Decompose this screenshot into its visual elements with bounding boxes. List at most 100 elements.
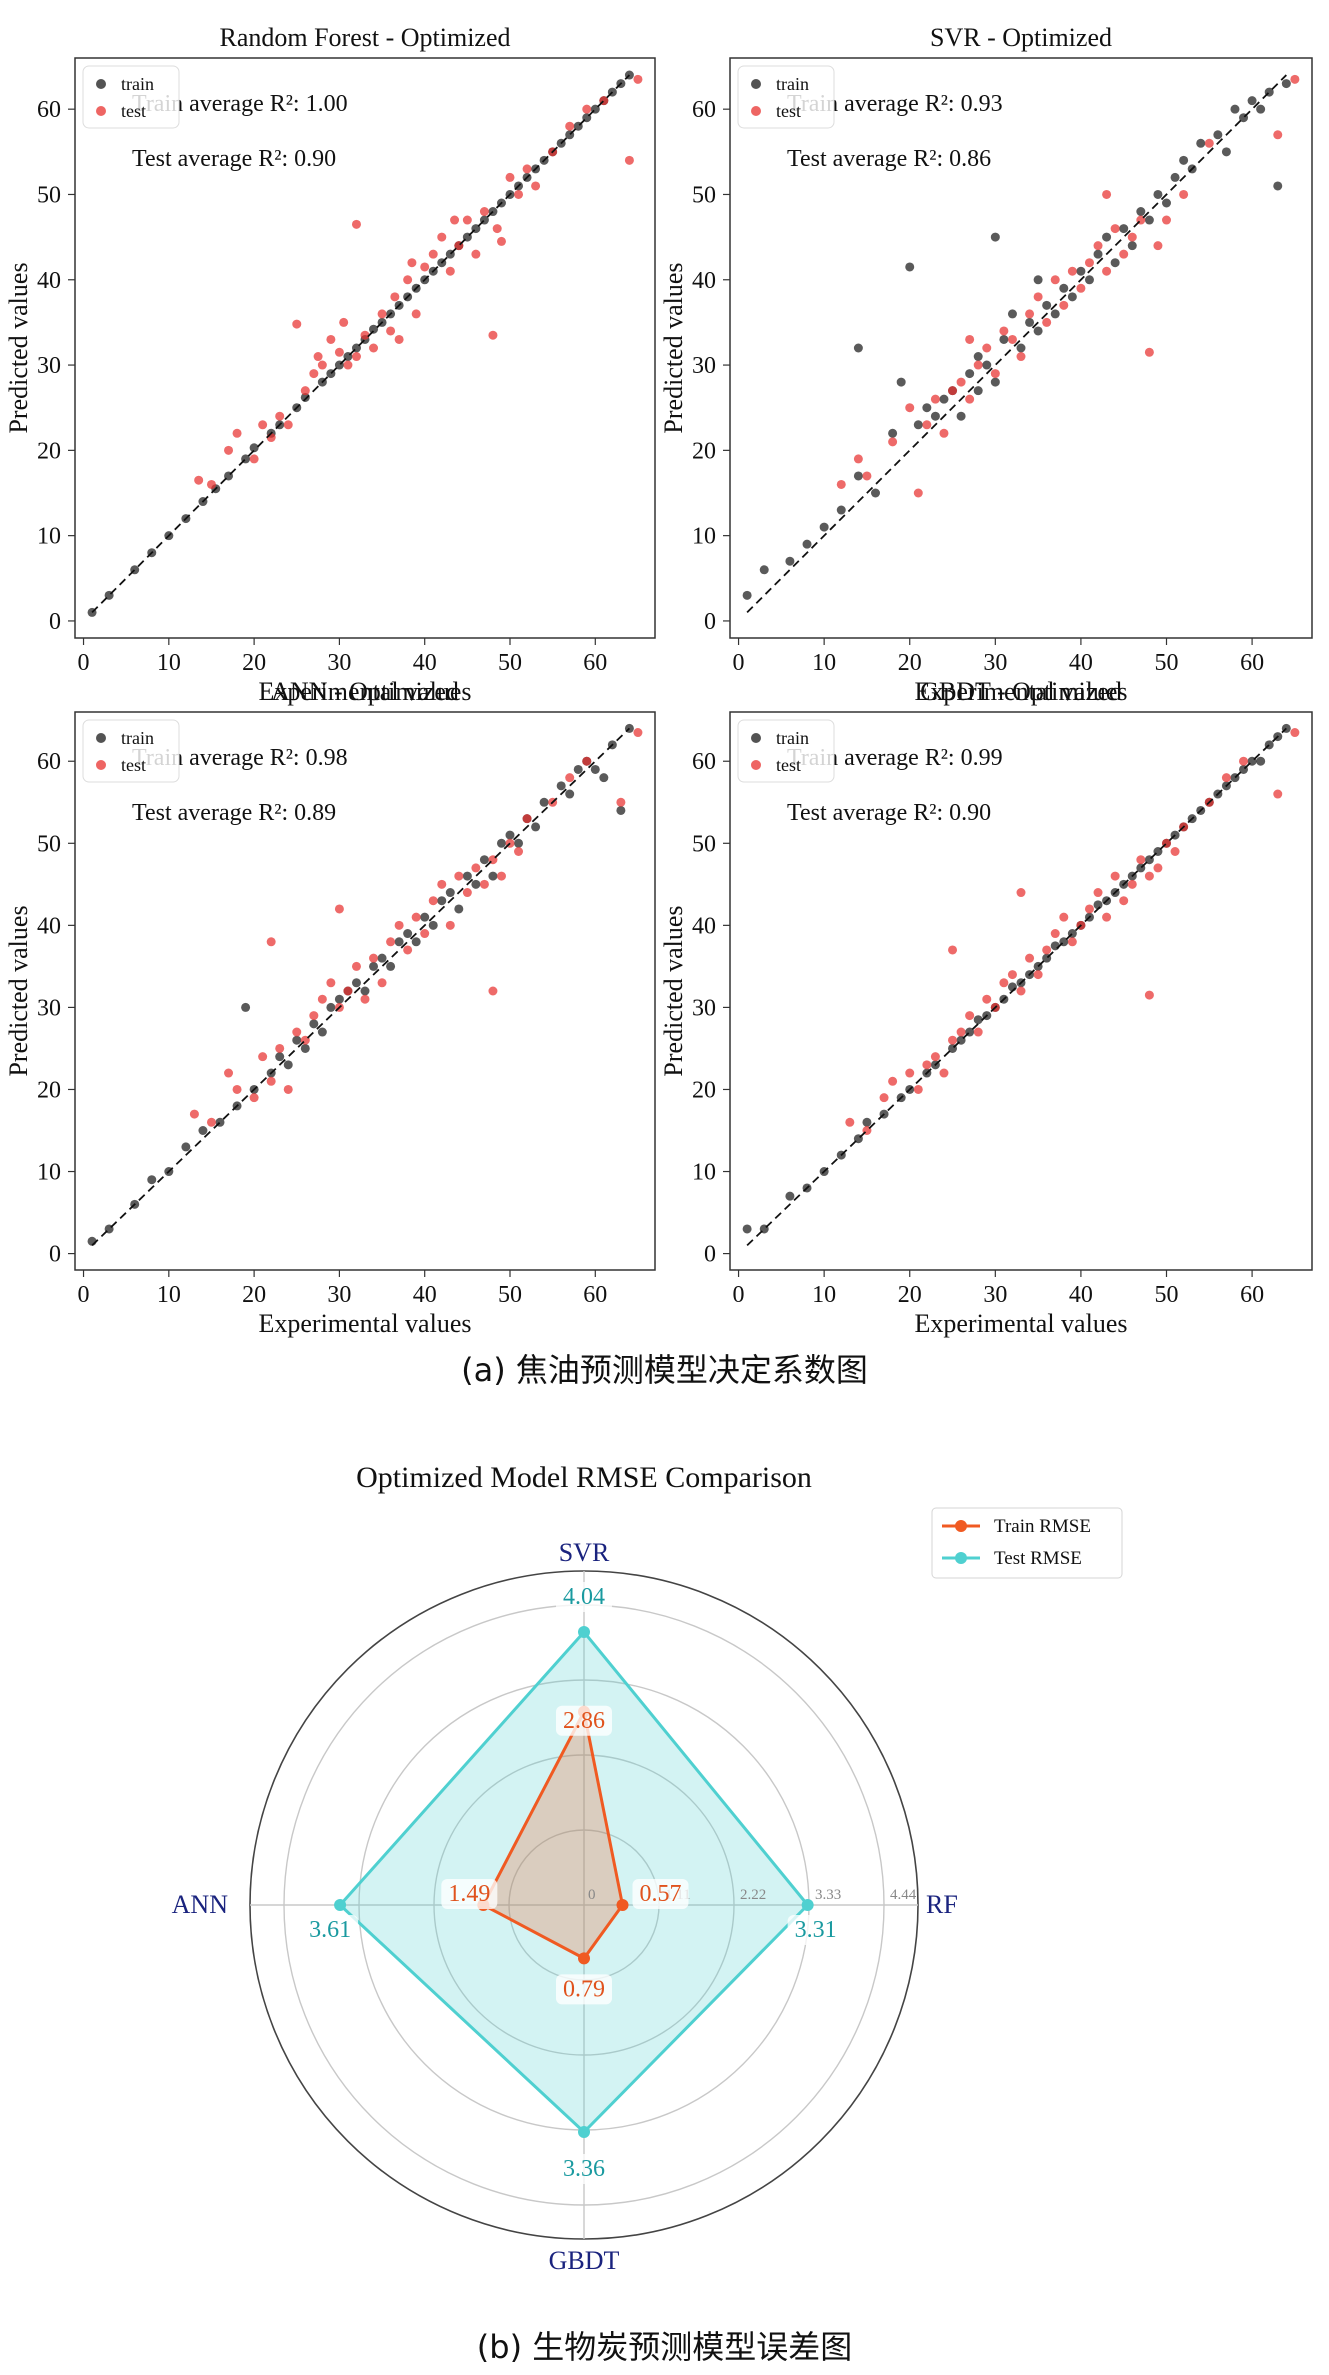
train-point: [505, 830, 515, 840]
radial-tick-label: 2.22: [740, 1887, 766, 1903]
scatter-panel-2: SVR - Optimized 0 10 20 30 40 50 60 0 10 20 30 40 50 6…: [659, 23, 1313, 706]
value-label-bg: [441, 1879, 498, 1909]
y-axis-label: Predicted values: [4, 262, 33, 433]
x-tick-label: 40: [1069, 1282, 1093, 1308]
test-point: [488, 986, 498, 996]
train-point: [930, 411, 940, 421]
test-point: [437, 232, 447, 242]
legend-box: [82, 719, 180, 783]
train-point: [965, 369, 975, 379]
test-point: [420, 929, 430, 939]
y-tick-label: 40: [692, 268, 716, 294]
value-label: 3.61: [309, 1917, 351, 1943]
y-tick-label: 60: [692, 749, 716, 775]
legend-train-label: train: [121, 728, 154, 748]
train-point: [147, 1175, 157, 1185]
train-point: [411, 937, 421, 947]
x-tick-label: 0: [733, 650, 745, 676]
test-point: [531, 181, 541, 191]
value-label: 1.49: [448, 1881, 490, 1907]
test-point: [437, 879, 447, 889]
test-point: [1153, 863, 1163, 873]
y-tick-label: 10: [692, 1160, 716, 1186]
test-point: [999, 326, 1009, 336]
test-point: [326, 978, 336, 988]
test-point: [1102, 912, 1112, 922]
test-point: [1127, 232, 1137, 242]
y-tick-label: 60: [692, 97, 716, 123]
train-point: [1256, 104, 1266, 114]
train-point: [836, 505, 846, 515]
train-point: [922, 403, 932, 413]
test-point: [317, 994, 327, 1004]
legend-test-label: test: [776, 755, 801, 775]
train-point: [973, 1015, 983, 1025]
train-point: [462, 871, 472, 881]
legend-box: [82, 65, 180, 129]
train-point: [1221, 147, 1231, 157]
plot-frame: [74, 57, 656, 639]
train-point: [939, 394, 949, 404]
x-tick-label: 0: [733, 1282, 745, 1308]
y-tick-label: 40: [37, 913, 61, 939]
train-point: [445, 888, 455, 898]
test-point: [1119, 896, 1129, 906]
reference-line: [746, 74, 1287, 614]
test-rmse-vertex: [578, 2126, 590, 2139]
train-point: [369, 324, 379, 334]
test-point: [377, 309, 387, 319]
train-point: [982, 360, 992, 370]
x-tick-label: 40: [413, 650, 437, 676]
plot-frame: [729, 711, 1313, 1271]
train-point: [742, 590, 752, 600]
test-point: [496, 236, 506, 246]
test-point: [479, 207, 489, 217]
test-point: [390, 292, 400, 302]
test-point: [224, 445, 234, 455]
x-tick-label: 20: [898, 650, 922, 676]
legend-test-label: test: [121, 755, 146, 775]
test-point: [853, 454, 863, 464]
train-point: [181, 1142, 191, 1152]
test-point: [999, 978, 1009, 988]
train-point: [1281, 79, 1291, 89]
test-point: [300, 386, 310, 396]
y-tick-label: 50: [692, 182, 716, 208]
train-point: [802, 539, 812, 549]
train-point: [819, 522, 829, 532]
train-point: [871, 488, 880, 498]
panel-title: SVR - Optimized: [930, 23, 1112, 52]
panel-title: GBDT - Optimized: [920, 677, 1122, 706]
train-point: [913, 420, 923, 430]
y-tick-label: 30: [37, 995, 61, 1021]
test-point: [334, 347, 344, 357]
train-point: [471, 879, 481, 889]
test-point: [1007, 334, 1017, 344]
radar-legend: Train RMSE Test RMSE: [931, 1507, 1123, 1579]
test-point: [633, 728, 643, 738]
train-point: [539, 797, 549, 807]
value-label-bg: [302, 1915, 359, 1945]
test-point: [462, 888, 472, 898]
y-axis-label: Predicted values: [659, 905, 688, 1076]
x-tick-label: 30: [327, 650, 351, 676]
value-label-bg: [556, 2154, 612, 2185]
test-point: [913, 488, 923, 498]
train-point: [1273, 181, 1283, 191]
test-point: [1050, 275, 1060, 285]
test-r2-annotation: Test average R²: 0.89: [132, 800, 336, 826]
test-point: [1153, 241, 1163, 251]
test-point: [1016, 888, 1026, 898]
train-point: [1179, 155, 1189, 165]
test-point: [283, 1084, 293, 1094]
train-point: [514, 838, 524, 848]
test-point: [1179, 189, 1189, 199]
legend: train test: [737, 65, 835, 129]
train-point: [1144, 215, 1154, 225]
x-tick-label: 40: [413, 1282, 437, 1308]
train-point: [853, 471, 863, 481]
x-tick-label: 50: [1155, 650, 1179, 676]
test-point: [624, 155, 634, 165]
scatter-panel-1: Random Forest - Optimized 0 10 20 30 40 50 60 0 1…: [4, 23, 656, 706]
test-point: [1290, 728, 1300, 738]
